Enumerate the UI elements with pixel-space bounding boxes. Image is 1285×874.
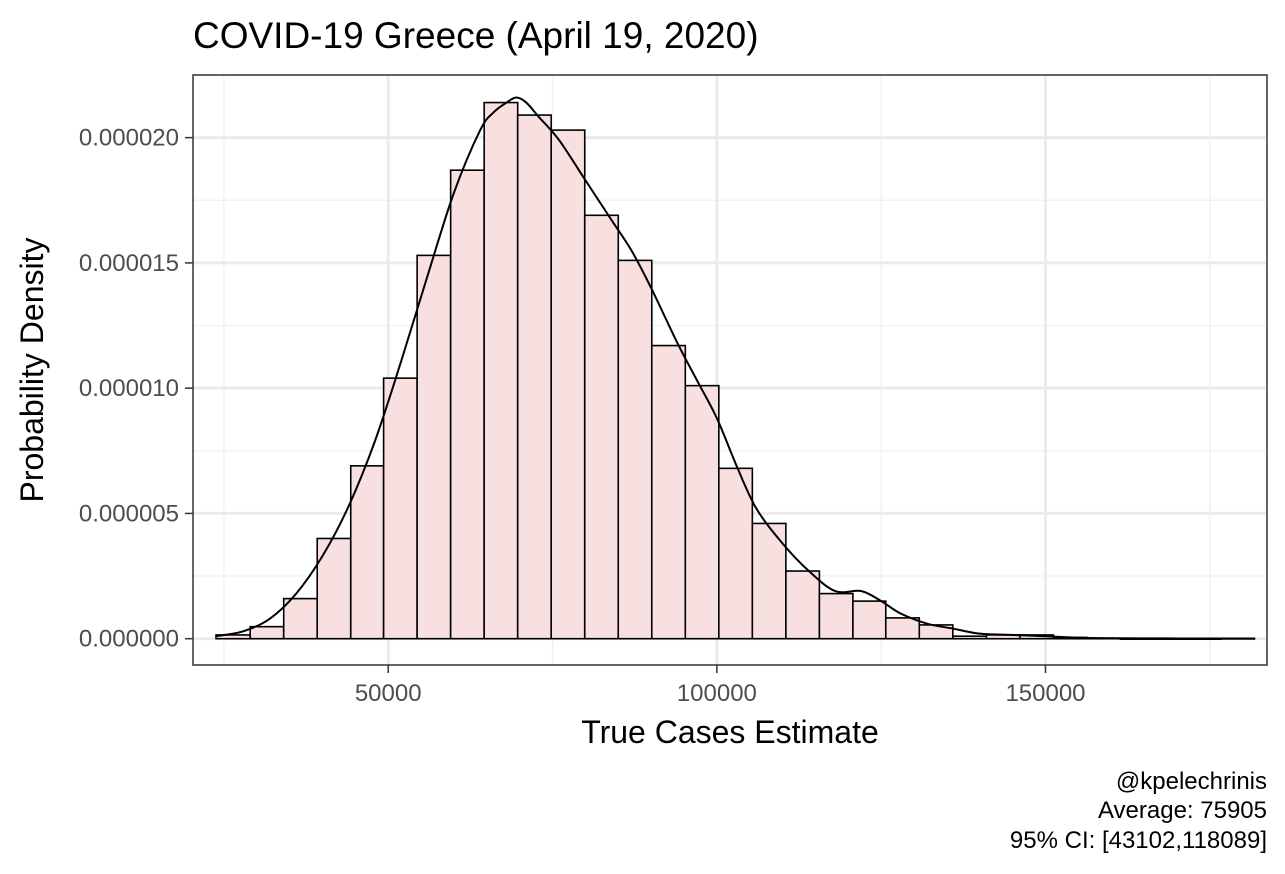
caption-confidence-interval: 95% CI: [43102,118089]: [1010, 827, 1267, 854]
y-tick-label: 0.000015: [79, 250, 179, 277]
histogram-bar: [416, 254, 452, 640]
x-tick-label: 150000: [1005, 680, 1085, 707]
x-axis-title: True Cases Estimate: [581, 714, 879, 750]
y-tick-label: 0.000000: [79, 626, 179, 653]
caption-average: Average: 75905: [1098, 797, 1267, 824]
y-tick-label: 0.000005: [79, 500, 179, 527]
x-tick-label: 50000: [355, 680, 422, 707]
histogram-bar: [382, 377, 418, 640]
chart-title: COVID-19 Greece (April 19, 2020): [193, 15, 759, 56]
x-axis: 50000 100000 150000: [355, 665, 1086, 707]
y-tick-label: 0.000010: [79, 375, 179, 402]
histogram-bar: [884, 617, 921, 640]
chart-caption: @kpelechrinis Average: 75905 95% CI: [43…: [1010, 768, 1267, 854]
histogram-bar: [818, 592, 854, 640]
y-tick-label: 0.000020: [79, 125, 179, 152]
histogram-bar: [282, 597, 319, 640]
y-axis: 0.000000 0.000005 0.000010 0.000015 0.000020: [79, 125, 193, 653]
histogram-bar: [316, 537, 352, 640]
histogram-bar: [449, 169, 485, 640]
histogram-bar: [718, 467, 754, 640]
histogram-bar: [785, 570, 821, 640]
histogram-bar: [516, 114, 553, 640]
histogram-bar: [483, 101, 519, 640]
caption-author: @kpelechrinis: [1116, 768, 1267, 795]
histogram-bar: [852, 600, 887, 640]
histogram-bar: [684, 384, 720, 640]
y-axis-title: Probability Density: [14, 238, 50, 503]
density-curve: [215, 96, 1255, 640]
histogram-bar: [952, 635, 988, 640]
histogram-bar: [249, 625, 285, 640]
x-tick-label: 100000: [677, 680, 757, 707]
histogram-bar: [583, 214, 620, 640]
histogram-bar: [650, 344, 687, 640]
plot-panel-border: [192, 74, 1268, 666]
histogram-bar: [550, 129, 586, 640]
histogram-bar: [617, 259, 653, 640]
histogram-bar: [751, 522, 787, 640]
histogram-bars: [215, 101, 1256, 640]
